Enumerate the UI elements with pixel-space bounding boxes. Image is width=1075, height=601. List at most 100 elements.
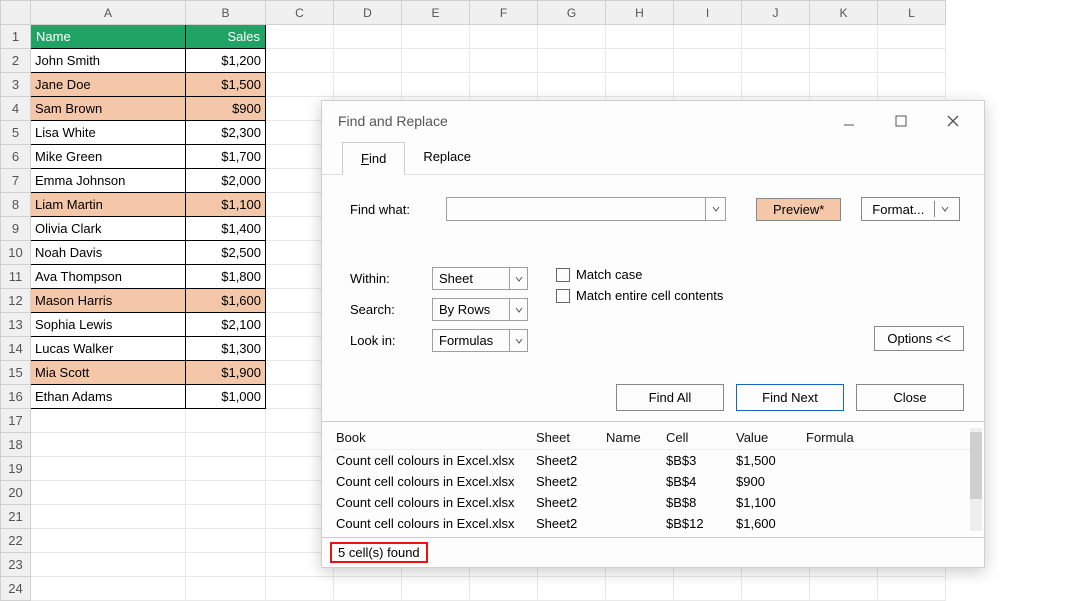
cell[interactable]	[266, 577, 334, 601]
cell[interactable]	[810, 73, 878, 97]
cell[interactable]	[470, 73, 538, 97]
cell[interactable]	[186, 505, 266, 529]
cell[interactable]: $1,900	[186, 361, 266, 385]
cell[interactable]	[878, 577, 946, 601]
row-header[interactable]: 3	[1, 73, 31, 97]
row-header[interactable]: 9	[1, 217, 31, 241]
find-all-button[interactable]: Find All	[616, 384, 724, 411]
cell[interactable]	[402, 73, 470, 97]
cell[interactable]: $2,300	[186, 121, 266, 145]
cell[interactable]	[538, 577, 606, 601]
cell[interactable]: Sam Brown	[31, 97, 186, 121]
cell[interactable]	[878, 73, 946, 97]
column-header[interactable]: L	[878, 1, 946, 25]
row-header[interactable]: 11	[1, 265, 31, 289]
header-cell[interactable]: Sales	[186, 25, 266, 49]
row-header[interactable]: 24	[1, 577, 31, 601]
results-table[interactable]: BookSheetNameCellValueFormulaCount cell …	[332, 426, 974, 537]
row-header[interactable]: 5	[1, 121, 31, 145]
cell[interactable]	[606, 49, 674, 73]
cell[interactable]	[674, 49, 742, 73]
cell[interactable]: Olivia Clark	[31, 217, 186, 241]
row-header[interactable]: 20	[1, 481, 31, 505]
results-column-header[interactable]: Name	[602, 426, 662, 450]
cell[interactable]: $1,400	[186, 217, 266, 241]
cell[interactable]	[186, 481, 266, 505]
cell[interactable]	[674, 25, 742, 49]
cell[interactable]: $2,000	[186, 169, 266, 193]
results-row[interactable]: Count cell colours in Excel.xlsxSheet2$B…	[332, 471, 974, 492]
row-header[interactable]: 7	[1, 169, 31, 193]
cell[interactable]	[470, 577, 538, 601]
row-header[interactable]: 15	[1, 361, 31, 385]
scrollbar-thumb[interactable]	[970, 432, 982, 499]
cell[interactable]	[334, 577, 402, 601]
column-header[interactable]: J	[742, 1, 810, 25]
cell[interactable]: Ethan Adams	[31, 385, 186, 409]
cell[interactable]: $2,100	[186, 313, 266, 337]
cell[interactable]: John Smith	[31, 49, 186, 73]
cell[interactable]: Liam Martin	[31, 193, 186, 217]
results-row[interactable]: Count cell colours in Excel.xlsxSheet2$B…	[332, 513, 974, 534]
header-cell[interactable]: Name	[31, 25, 186, 49]
cell[interactable]: Mia Scott	[31, 361, 186, 385]
cell[interactable]: Jane Doe	[31, 73, 186, 97]
cell[interactable]	[878, 25, 946, 49]
cell[interactable]: Noah Davis	[31, 241, 186, 265]
tab-find[interactable]: Find	[342, 142, 405, 175]
cell[interactable]: Lucas Walker	[31, 337, 186, 361]
cell[interactable]	[31, 529, 186, 553]
cell[interactable]	[742, 25, 810, 49]
cell[interactable]: $1,200	[186, 49, 266, 73]
column-header[interactable]: D	[334, 1, 402, 25]
cell[interactable]: Sophia Lewis	[31, 313, 186, 337]
cell[interactable]	[31, 481, 186, 505]
cell[interactable]: $1,700	[186, 145, 266, 169]
cell[interactable]	[810, 49, 878, 73]
cell[interactable]: Mason Harris	[31, 289, 186, 313]
column-header[interactable]: E	[402, 1, 470, 25]
row-header[interactable]: 12	[1, 289, 31, 313]
cell[interactable]	[538, 73, 606, 97]
cell[interactable]	[186, 409, 266, 433]
cell[interactable]	[266, 49, 334, 73]
cell[interactable]	[186, 529, 266, 553]
results-row[interactable]: Count cell colours in Excel.xlsxSheet2$B…	[332, 492, 974, 513]
cell[interactable]: Mike Green	[31, 145, 186, 169]
cell[interactable]	[31, 409, 186, 433]
find-next-button[interactable]: Find Next	[736, 384, 844, 411]
scrollbar[interactable]	[970, 428, 982, 531]
maximize-icon[interactable]	[882, 106, 920, 136]
column-header[interactable]: K	[810, 1, 878, 25]
lookin-select[interactable]: Formulas	[432, 329, 528, 352]
cell[interactable]	[402, 25, 470, 49]
results-column-header[interactable]: Book	[332, 426, 532, 450]
cell[interactable]	[186, 577, 266, 601]
row-header[interactable]: 16	[1, 385, 31, 409]
options-button[interactable]: Options <<	[874, 326, 964, 351]
cell[interactable]: Lisa White	[31, 121, 186, 145]
column-header[interactable]: G	[538, 1, 606, 25]
row-header[interactable]: 10	[1, 241, 31, 265]
close-icon[interactable]	[934, 106, 972, 136]
row-header[interactable]: 19	[1, 457, 31, 481]
search-select[interactable]: By Rows	[432, 298, 528, 321]
cell[interactable]	[31, 505, 186, 529]
cell[interactable]	[742, 73, 810, 97]
cell[interactable]	[31, 457, 186, 481]
cell[interactable]	[31, 577, 186, 601]
results-row[interactable]: Count cell colours in Excel.xlsxSheet2$B…	[332, 450, 974, 472]
column-header[interactable]: B	[186, 1, 266, 25]
column-header[interactable]: F	[470, 1, 538, 25]
cell[interactable]	[266, 25, 334, 49]
row-header[interactable]: 23	[1, 553, 31, 577]
cell[interactable]	[742, 577, 810, 601]
cell[interactable]: $1,000	[186, 385, 266, 409]
row-header[interactable]: 21	[1, 505, 31, 529]
row-header[interactable]: 17	[1, 409, 31, 433]
cell[interactable]: Ava Thompson	[31, 265, 186, 289]
cell[interactable]	[810, 25, 878, 49]
cell[interactable]	[266, 73, 334, 97]
close-button[interactable]: Close	[856, 384, 964, 411]
column-header[interactable]: H	[606, 1, 674, 25]
